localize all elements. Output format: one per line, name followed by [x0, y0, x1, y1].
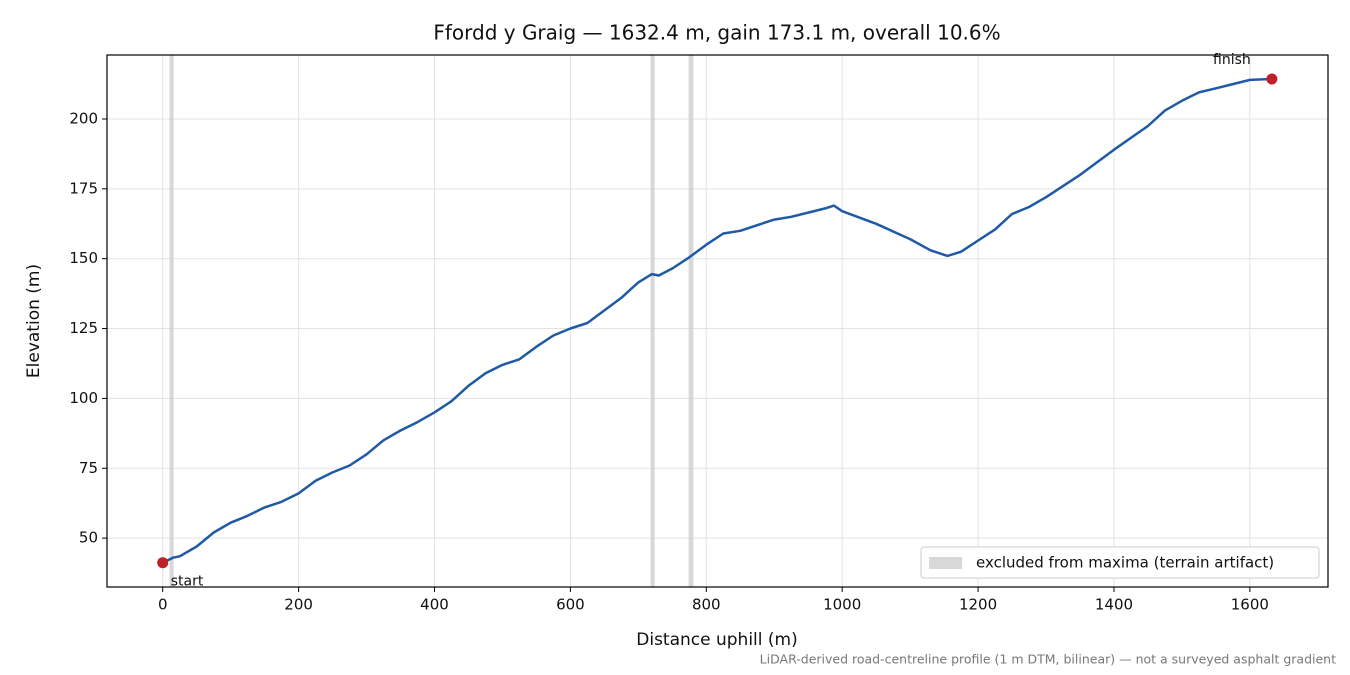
x-axis-label: Distance uphill (m)	[636, 630, 797, 650]
y-tick-label: 200	[69, 109, 98, 127]
legend-box	[920, 546, 1320, 579]
x-tick-label: 0	[158, 596, 168, 614]
excluded-band	[650, 55, 655, 587]
x-tick-label: 1000	[823, 596, 861, 614]
y-tick-label: 50	[79, 529, 98, 547]
y-tick-label: 150	[69, 249, 98, 267]
x-tick-label: 1600	[1231, 596, 1269, 614]
y-tick-label: 125	[69, 319, 98, 337]
elevation-line	[162, 77, 1272, 564]
x-tick-label: 200	[284, 596, 313, 614]
x-tick-label: 800	[692, 596, 721, 614]
y-tick-label: 100	[69, 389, 98, 407]
x-tick-label: 600	[556, 596, 585, 614]
excluded-band	[688, 55, 694, 587]
start-label: start	[171, 574, 204, 590]
x-tick-label: 1200	[959, 596, 997, 614]
plot-frame	[106, 54, 1329, 588]
excluded-band	[169, 55, 174, 587]
legend-label: excluded from maxima (terrain artifact)	[976, 554, 1274, 572]
start-marker	[157, 557, 169, 569]
legend-swatch	[929, 557, 962, 569]
y-axis-label: Elevation (m)	[24, 264, 44, 378]
footnote: LiDAR-derived road-centreline profile (1…	[760, 652, 1336, 667]
chart-title: Ffordd y Graig — 1632.4 m, gain 173.1 m,…	[433, 21, 1000, 45]
x-tick-label: 400	[420, 596, 449, 614]
finish-marker	[1266, 73, 1278, 85]
y-tick-label: 75	[79, 459, 98, 477]
x-tick-label: 1400	[1095, 596, 1133, 614]
y-tick-label: 175	[69, 179, 98, 197]
finish-label: finish	[1213, 52, 1251, 68]
